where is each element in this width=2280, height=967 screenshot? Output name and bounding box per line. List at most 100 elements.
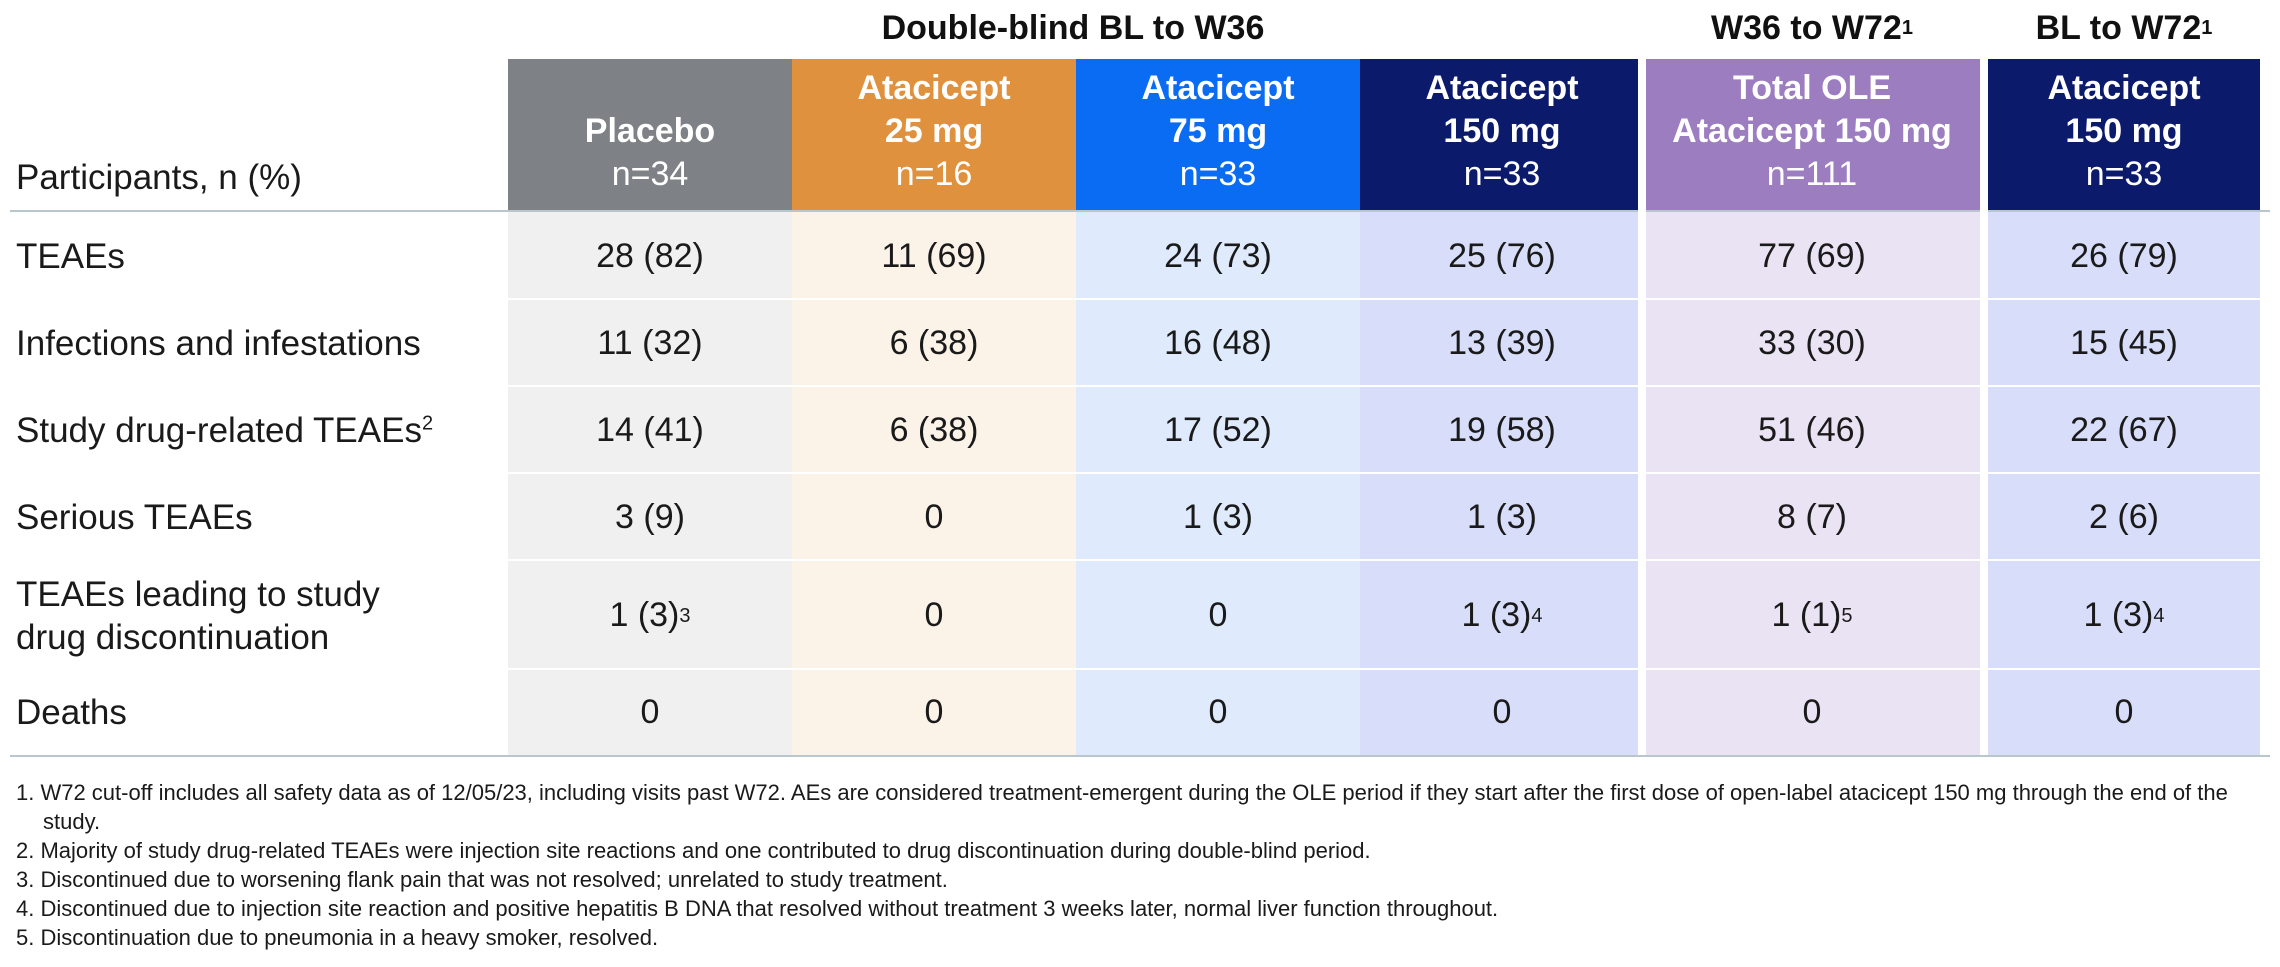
bottom-rule [10, 755, 2270, 757]
row-label: Serious TEAEs [16, 474, 253, 561]
cell-value: 2 (6) [2089, 498, 2159, 536]
table-cell: 17 (52) [1076, 387, 1360, 474]
group-header-bl-text: BL to W72 [2035, 8, 2202, 47]
table-cell: 0 [1644, 670, 1980, 755]
cell-value: 15 (45) [2070, 324, 2178, 362]
row-label-line1: Serious TEAEs [16, 498, 253, 537]
column-header-3: Atacicept 75 mg n=33 [1076, 59, 1360, 210]
row-separator [508, 472, 2260, 475]
table-cell: 25 (76) [1360, 212, 1644, 300]
table-cell: 15 (45) [1988, 300, 2260, 387]
cell-background [508, 387, 792, 474]
cell-background [1988, 561, 2260, 670]
table-cell: 33 (30) [1644, 300, 1980, 387]
row-label-text: Deaths [16, 691, 127, 734]
group-header-double-blind: Double-blind BL to W36 [881, 8, 1265, 47]
row-label-line1: TEAEs [16, 236, 125, 276]
column-header-n: n=33 [2085, 155, 2163, 193]
group-header-bl-w72: BL to W72 1 [2035, 8, 2213, 47]
footnote-4: 4. Discontinued due to injection site re… [16, 896, 1499, 921]
cell-background [1644, 474, 1980, 561]
table-cell: 0 [1076, 670, 1360, 755]
cell-value: 8 (7) [1777, 498, 1847, 536]
cell-background [1644, 561, 1980, 670]
cell-background [1076, 561, 1360, 670]
column-header-n: n=111 [1766, 155, 1858, 193]
cell-background [1988, 300, 2260, 387]
table-cell: 0 [792, 670, 1076, 755]
row-label-header: Participants, n (%) [16, 158, 302, 197]
footnote-5: 5. Discontinuation due to pneumonia in a… [16, 925, 659, 950]
cell-background [1360, 212, 1644, 300]
cell-value: 0 [1802, 693, 1822, 731]
table-cell: 3 (9) [508, 474, 792, 561]
column-header-5: Total OLE Atacicept 150 mg n=111 [1644, 59, 1980, 210]
row-label-line2: drug discontinuation [16, 617, 330, 657]
row-separator [508, 668, 2260, 671]
cell-background [1644, 670, 1980, 755]
cell-background [792, 670, 1076, 755]
footnotes: 1. W72 cut-off includes all safety data … [16, 778, 2266, 952]
column-header-dose: Atacicept 150 mg [1672, 112, 1952, 150]
row-separator [508, 298, 2260, 301]
column-header-name: Placebo [584, 112, 716, 150]
cell-value: 11 (32) [597, 324, 703, 362]
footnote-1: 1. W72 cut-off includes all safety data … [16, 780, 2228, 834]
table-cell: 0 [1360, 670, 1644, 755]
row-separator [508, 385, 2260, 388]
column-header-n: n=33 [1179, 155, 1257, 193]
cell-background [1988, 474, 2260, 561]
table-cell: 8 (7) [1644, 474, 1980, 561]
row-label: TEAEs leading to study drug discontinuati… [16, 561, 380, 670]
table-cell: 6 (38) [792, 387, 1076, 474]
column-header-name: Total OLE [1732, 69, 1892, 107]
table-cell: 1 (3) 3 [609, 596, 691, 634]
row-label: Infections and infestations [16, 300, 421, 387]
row-label: TEAEs [16, 212, 125, 300]
row-label-text: TEAEs [16, 235, 125, 278]
row-label-text: Study drug-related TEAEs2 [16, 409, 433, 452]
cell-background [508, 670, 792, 755]
cell-value: 77 (69) [1758, 236, 1866, 275]
column-header-n: n=16 [895, 155, 973, 193]
footnote-2: 2. Majority of study drug-related TEAEs … [16, 838, 1371, 863]
cell-background [1988, 212, 2260, 300]
cell-value: 1 (3) [609, 596, 680, 634]
table-cell: 6 (38) [792, 300, 1076, 387]
cell-background [792, 212, 1076, 300]
table-cell: 26 (79) [1988, 212, 2260, 300]
table-cell: 16 (48) [1076, 300, 1360, 387]
cell-value: 0 [640, 693, 660, 731]
cell-background [1360, 474, 1644, 561]
cell-value: 28 (82) [596, 236, 704, 275]
row-label: Deaths [16, 670, 127, 755]
row-label: Study drug-related TEAEs2 [16, 387, 433, 474]
footnote-3: 3. Discontinued due to worsening flank p… [16, 867, 948, 892]
cell-value: 16 (48) [1164, 324, 1272, 362]
cell-background [508, 212, 792, 300]
column-header-n: n=34 [611, 155, 689, 193]
table-cell: 14 (41) [508, 387, 792, 474]
table-cell: 24 (73) [1076, 212, 1360, 300]
column-header-dose: 150 mg [1443, 112, 1561, 150]
cell-value: 1 (3) [1461, 596, 1532, 634]
row-label-text: Infections and infestations [16, 322, 421, 365]
table-cell: 0 [792, 561, 1076, 670]
table-cell: 1 (1) 5 [1771, 596, 1853, 634]
cell-value: 3 (9) [615, 498, 685, 536]
cell-background [792, 474, 1076, 561]
cell-value: 0 [1208, 693, 1228, 731]
cell-background [1360, 561, 1644, 670]
cell-background [1360, 387, 1644, 474]
cell-value: 22 (67) [2070, 411, 2178, 449]
cell-background [1644, 300, 1980, 387]
table-cell: 11 (32) [508, 300, 792, 387]
column-header-1: Placebo n=34 [508, 59, 792, 210]
table-cell: 0 [792, 474, 1076, 561]
cell-value: 0 [924, 498, 944, 536]
cell-background [1360, 670, 1644, 755]
table-cell: 51 (46) [1644, 387, 1980, 474]
table-cell: 1 (3) [1076, 474, 1360, 561]
cell-background [508, 300, 792, 387]
table-cell: 19 (58) [1360, 387, 1644, 474]
